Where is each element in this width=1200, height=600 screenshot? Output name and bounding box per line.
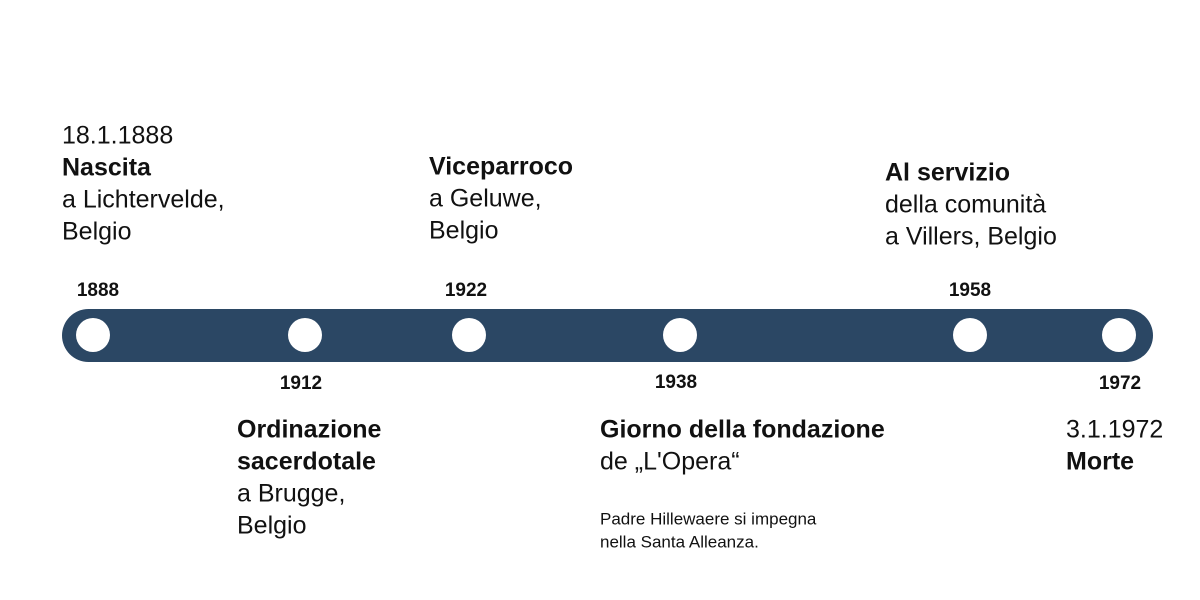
event-title: Ordinazione: [237, 416, 382, 444]
event-text: a Villers, Belgio: [885, 223, 1057, 251]
event-text: a Geluwe,: [429, 185, 542, 213]
event-text: a Lichtervelde,: [62, 186, 225, 214]
event-title: Nascita: [62, 154, 152, 182]
timeline-dot: [76, 318, 110, 352]
event-text: Belgio: [237, 512, 307, 540]
event-text: della comunità: [885, 191, 1046, 219]
timeline-dot: [288, 318, 322, 352]
timeline-bar: [62, 309, 1153, 362]
event-text: de „L'Opera“: [600, 448, 740, 476]
event-date: 3.1.1972: [1066, 416, 1163, 444]
event-year: 1938: [655, 372, 697, 393]
event-text: Belgio: [429, 217, 499, 245]
event-title: Morte: [1066, 448, 1134, 476]
timeline-dot: [452, 318, 486, 352]
event-text: a Brugge,: [237, 480, 345, 508]
event-year: 1972: [1099, 373, 1141, 394]
timeline-dot: [1102, 318, 1136, 352]
event-title: Viceparroco: [429, 153, 573, 181]
event-year: 1922: [445, 280, 487, 301]
event-title: Giorno della fondazione: [600, 416, 885, 444]
event-year: 1912: [280, 373, 322, 394]
event-year: 1958: [949, 280, 991, 301]
event-date: 18.1.1888: [62, 122, 173, 150]
timeline-dot: [953, 318, 987, 352]
event-note: nella Santa Alleanza.: [600, 532, 759, 551]
event-note: Padre Hillewaere si impegna: [600, 509, 817, 528]
event-title: sacerdotale: [237, 448, 376, 476]
event-text: Belgio: [62, 218, 132, 246]
timeline-dot: [663, 318, 697, 352]
event-title: Al servizio: [885, 159, 1010, 187]
event-year: 1888: [77, 280, 119, 301]
